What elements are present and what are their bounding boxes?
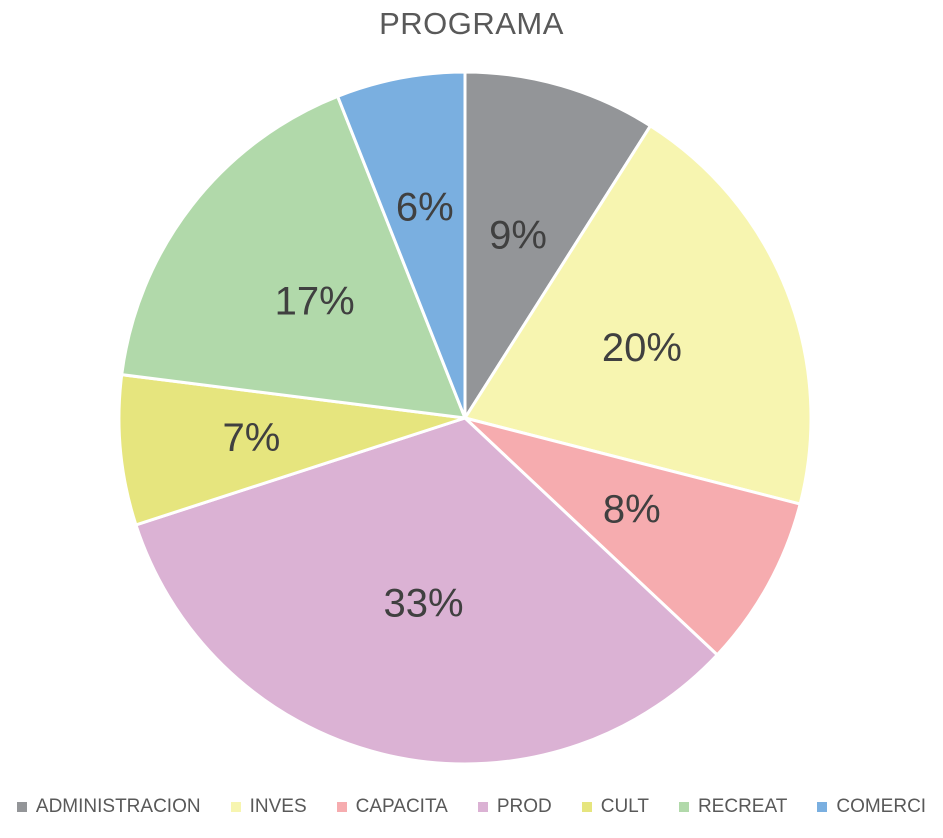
legend-item-inves: INVES (230, 796, 307, 818)
legend-item-administracion: ADMINISTRACION (16, 796, 201, 818)
legend-item-comerci: COMERCI (817, 796, 926, 818)
legend-label: CULT (600, 796, 649, 817)
legend-item-cult: CULT (581, 796, 649, 818)
data-label-prod: 33% (383, 582, 463, 626)
legend-label: RECREAT (697, 796, 788, 817)
data-label-cult: 7% (223, 416, 281, 460)
data-label-capacita: 8% (603, 488, 661, 532)
legend: ADMINISTRACION INVES CAPACITA PROD CULT RECRE… (0, 794, 943, 820)
legend-label: COMERCI (836, 796, 927, 817)
pie-slice-prod (134, 416, 720, 766)
pie-chart: 9% 20% 8% 33% 7% 17% 6% (117, 70, 813, 766)
pie-slice-cult (117, 372, 466, 527)
legend-swatch (581, 802, 592, 812)
legend-item-capacita: CAPACITA (336, 796, 448, 818)
pie-slice-recreat (120, 94, 468, 420)
legend-swatch (817, 802, 828, 812)
legend-label: INVES (249, 796, 307, 817)
pie-slice-inves (462, 123, 813, 506)
legend-item-recreat: RECREAT (678, 796, 788, 818)
legend-label: PROD (496, 796, 552, 817)
legend-swatch (336, 802, 347, 812)
chart-title: PROGRAMA (379, 6, 564, 41)
pie-slice-administracion (463, 70, 653, 424)
data-label-administracion: 9% (489, 213, 547, 257)
legend-swatch (678, 802, 689, 812)
data-label-comerci: 6% (396, 185, 454, 229)
legend-swatch (16, 802, 27, 812)
pie-slice-capacita (463, 416, 802, 657)
pie-slice-comerci (335, 70, 467, 419)
legend-swatch (477, 802, 488, 812)
data-label-recreat: 17% (275, 279, 355, 323)
legend-item-prod: PROD (477, 796, 552, 818)
data-label-inves: 20% (602, 326, 682, 370)
legend-swatch (230, 802, 241, 812)
legend-label: CAPACITA (355, 796, 448, 817)
legend-label: ADMINISTRACION (35, 796, 201, 817)
